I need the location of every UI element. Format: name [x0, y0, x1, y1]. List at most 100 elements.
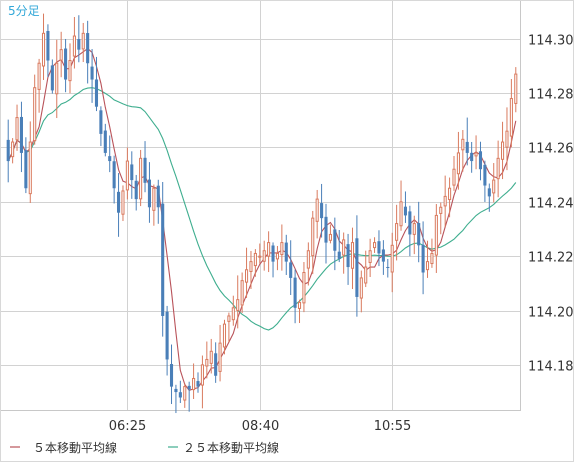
candle-down	[403, 206, 407, 216]
candle-down	[161, 203, 165, 316]
y-tick-label: 114.18	[528, 360, 574, 375]
candle-down	[320, 203, 324, 219]
candle-down	[64, 48, 68, 80]
candle-up	[359, 277, 363, 299]
candle-up	[514, 73, 518, 104]
candle-up	[395, 223, 399, 241]
candle-up	[311, 217, 315, 257]
candle-up	[425, 261, 430, 271]
candle-down	[46, 30, 50, 61]
candle-up	[412, 223, 416, 235]
y-tick-label: 114.22	[528, 251, 574, 266]
candle-up	[456, 152, 460, 175]
candle-down	[293, 277, 297, 308]
candle-up	[509, 98, 513, 137]
candle-down	[289, 262, 293, 278]
candle-up	[240, 280, 244, 306]
candle-up	[11, 141, 15, 158]
y-tick-label: 114.26	[528, 142, 574, 157]
legend-ma5-label: ５本移動平均線	[33, 440, 117, 455]
candle-up	[139, 157, 143, 200]
candle-up	[350, 242, 355, 269]
candle-down	[478, 151, 483, 170]
candle-down	[143, 157, 147, 183]
candle-down	[284, 242, 288, 262]
candle-up	[505, 130, 509, 148]
candle-up	[306, 250, 310, 269]
candle-up	[262, 250, 266, 262]
candle-down	[324, 216, 328, 243]
candle-up	[222, 323, 227, 348]
candle-up	[364, 266, 368, 284]
candle-up	[443, 195, 447, 207]
y-tick-label: 114.20	[528, 306, 574, 321]
candle-up	[55, 62, 59, 95]
candle-down	[165, 311, 169, 360]
candle-up	[328, 233, 332, 241]
candle-up	[368, 250, 372, 263]
candle-up	[209, 350, 213, 364]
moving-average-lines	[7, 47, 517, 392]
gridlines	[1, 1, 520, 410]
candle-up	[439, 206, 443, 214]
y-tick-label: 114.24	[528, 197, 574, 212]
candle-down	[337, 251, 341, 259]
candle-up	[253, 252, 257, 267]
candle-up	[37, 62, 41, 90]
candle-up	[231, 307, 235, 321]
candle-down	[130, 164, 134, 181]
candle-down	[112, 161, 116, 189]
candle-up	[430, 252, 434, 265]
candle-down	[421, 244, 425, 273]
candle-up	[152, 187, 156, 211]
candle-up	[267, 242, 271, 257]
candle-up	[15, 117, 19, 141]
candle-up	[275, 252, 279, 260]
candle-down	[381, 249, 385, 262]
candle-up	[200, 364, 204, 386]
candle-up	[474, 152, 478, 157]
candle-up	[192, 377, 196, 391]
candle-up	[59, 49, 63, 61]
y-tick-label: 114.30	[528, 34, 574, 49]
x-tick-label: 06:25	[109, 419, 146, 434]
y-axis-labels: 114.18 114.20 114.22 114.24 114.26 114.28 114.…	[528, 34, 574, 375]
candle-down	[196, 381, 200, 387]
candle-down	[465, 141, 469, 153]
candle-up	[121, 190, 125, 215]
candle-up	[249, 261, 253, 272]
candle-down	[187, 385, 191, 390]
candle-up	[280, 242, 284, 256]
candle-up	[302, 271, 306, 304]
candle-up	[205, 358, 209, 367]
candle-up	[183, 386, 187, 401]
candle-up	[461, 138, 465, 151]
candle-down	[470, 152, 474, 162]
candle-up	[399, 201, 403, 227]
candle-up	[68, 60, 72, 82]
candle-up	[297, 301, 302, 309]
candle-down	[147, 179, 151, 208]
candle-up	[434, 214, 438, 256]
candle-up	[496, 157, 500, 180]
candle-down	[178, 392, 182, 398]
timeframe-label: 5分足	[8, 4, 40, 18]
candle-up	[125, 160, 129, 191]
candle-down	[386, 266, 390, 268]
candle-down	[333, 229, 337, 251]
candle-up	[72, 35, 76, 57]
candle-up	[501, 141, 505, 160]
candle-down	[103, 130, 107, 153]
candle-down	[408, 211, 412, 235]
candle-down	[90, 66, 94, 80]
candle-up	[390, 244, 394, 273]
candle-down	[108, 156, 112, 162]
candle-down	[355, 238, 359, 297]
candle-down	[174, 388, 178, 393]
x-tick-label: 10:55	[374, 419, 411, 434]
y-tick-label: 114.28	[528, 88, 574, 103]
candle-down	[214, 353, 218, 376]
candle-up	[33, 87, 37, 142]
